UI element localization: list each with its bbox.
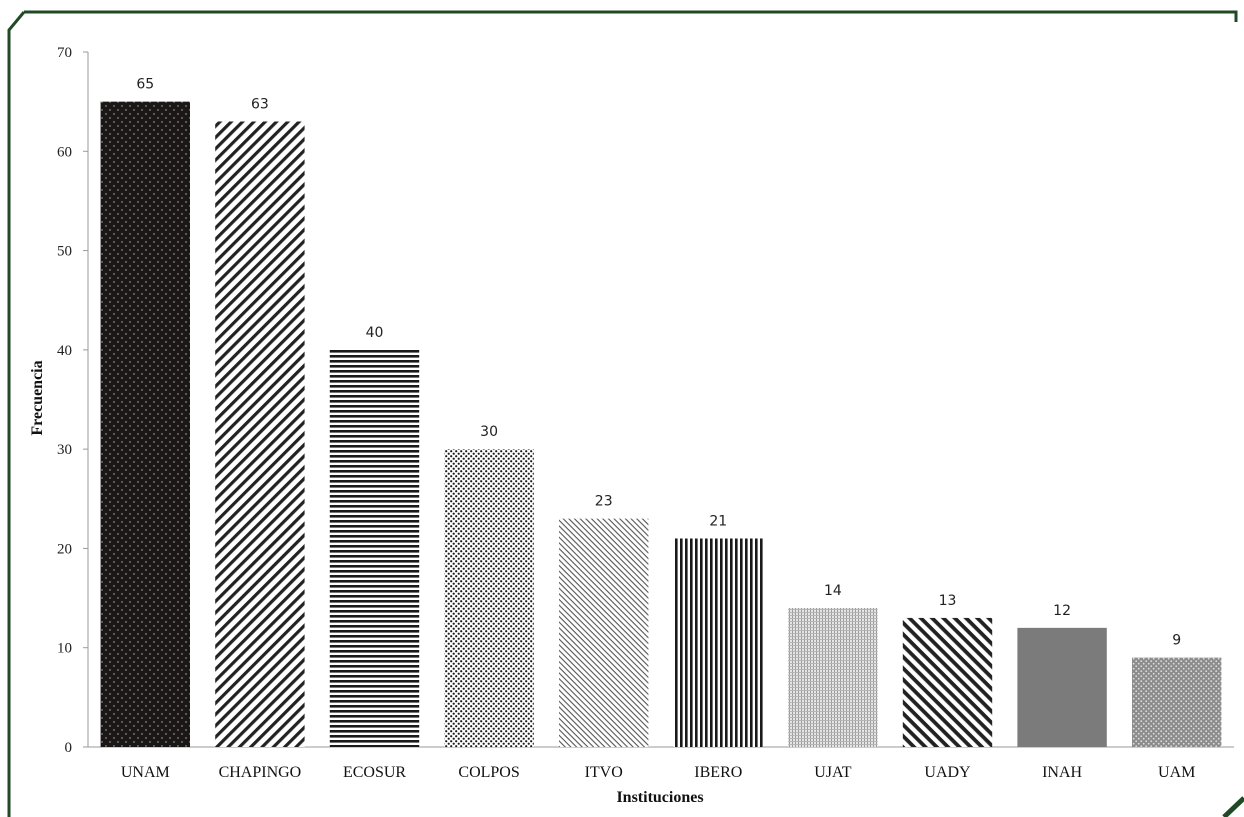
bar-ujat bbox=[788, 608, 878, 747]
y-axis: 0 10 20 30 40 50 60 70 bbox=[57, 45, 89, 756]
y-tick-label: 60 bbox=[57, 144, 72, 160]
bar-ecosur bbox=[329, 349, 420, 747]
data-label-ecosur: 40 bbox=[366, 325, 384, 341]
bar-uady bbox=[902, 617, 993, 747]
y-tick-label: 20 bbox=[57, 541, 72, 557]
x-tick-label-ibero: IBERO bbox=[694, 764, 742, 781]
y-tick-label: 50 bbox=[57, 244, 72, 260]
bar-itvo bbox=[559, 518, 649, 747]
x-tick-label-ujat: UJAT bbox=[814, 764, 852, 781]
data-label-ibero: 21 bbox=[709, 514, 727, 530]
y-tick-label: 30 bbox=[57, 442, 72, 458]
bar-chapingo bbox=[215, 121, 305, 747]
x-tick-label-uam: UAM bbox=[1158, 764, 1195, 781]
data-label-colpos: 30 bbox=[480, 424, 498, 440]
data-label-inah: 12 bbox=[1053, 603, 1071, 619]
y-tick-label: 40 bbox=[57, 343, 72, 359]
x-tick-label-inah: INAH bbox=[1042, 764, 1082, 781]
x-axis-title: Instituciones bbox=[616, 789, 703, 806]
data-labels: 65 63 40 30 23 21 14 13 12 9 bbox=[136, 77, 1181, 649]
y-axis-title: Frecuencia bbox=[29, 360, 46, 435]
data-label-ujat: 14 bbox=[824, 583, 842, 599]
x-tick-label-colpos: COLPOS bbox=[458, 764, 519, 781]
bar-inah bbox=[1017, 627, 1107, 747]
bar-colpos bbox=[444, 449, 534, 747]
x-tick-label-unam: UNAM bbox=[121, 764, 170, 781]
data-label-uady: 13 bbox=[939, 593, 957, 609]
bar-unam bbox=[100, 101, 190, 747]
y-tick-label: 0 bbox=[65, 740, 73, 756]
bar-uam bbox=[1132, 657, 1222, 747]
data-label-uam: 9 bbox=[1172, 633, 1181, 649]
data-label-chapingo: 63 bbox=[251, 97, 269, 113]
y-tick-label: 70 bbox=[57, 45, 72, 61]
bar-ibero bbox=[673, 538, 763, 747]
data-label-itvo: 23 bbox=[595, 494, 613, 510]
bars bbox=[100, 101, 1222, 747]
x-tick-label-ecosur: ECOSUR bbox=[343, 764, 406, 781]
x-tick-label-itvo: ITVO bbox=[585, 764, 623, 781]
x-tick-label-chapingo: CHAPINGO bbox=[219, 764, 302, 781]
y-tick-label: 10 bbox=[57, 641, 72, 657]
x-axis: UNAM CHAPINGO ECOSUR COLPOS ITVO IBERO UJAT UAD… bbox=[88, 746, 1234, 781]
data-label-unam: 65 bbox=[136, 77, 154, 93]
x-tick-label-uady: UADY bbox=[924, 764, 971, 781]
